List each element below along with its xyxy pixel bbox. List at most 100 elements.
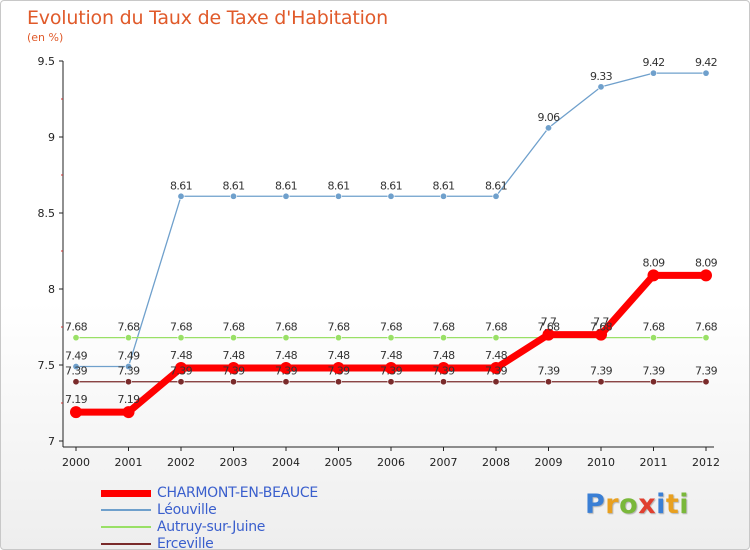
x-tick-label: 2008 [482, 456, 510, 469]
data-label: 7.39 [642, 365, 665, 378]
data-point [282, 378, 290, 386]
data-label: 7.48 [485, 349, 508, 362]
logo-letter: o [619, 489, 639, 520]
x-tick-label: 2009 [535, 456, 563, 469]
x-tick-label: 2002 [167, 456, 195, 469]
data-point [70, 406, 82, 419]
data-point [387, 378, 395, 386]
data-point [490, 362, 502, 375]
data-label: 7.68 [695, 321, 718, 334]
data-label: 7.49 [65, 350, 88, 363]
data-label: 8.61 [222, 179, 244, 192]
data-label: 7.68 [65, 321, 88, 334]
data-point [125, 363, 133, 371]
data-label: 8.61 [380, 179, 402, 192]
x-tick-label: 2003 [220, 456, 248, 469]
data-point [542, 328, 555, 341]
data-label: 8.61 [327, 179, 349, 192]
data-label: 8.61 [432, 179, 454, 192]
y-tick-label: 7 [48, 435, 55, 448]
x-tick-label: 2004 [272, 456, 300, 469]
data-point [544, 124, 552, 132]
data-labels: 7.19 7.197.48 7.48 7.48 7.48 7.48 7.48 7.487.7 7… [65, 56, 718, 406]
x-tick-label: 2001 [115, 456, 143, 469]
legend-swatch [101, 509, 151, 511]
data-point [647, 269, 660, 282]
data-point [387, 334, 395, 342]
y-tick-label: 7.5 [38, 359, 56, 372]
legend-label: Léouville [157, 502, 217, 518]
data-label: 7.39 [275, 365, 298, 378]
data-label: 7.19 [65, 393, 88, 406]
x-tick-label: 2000 [62, 456, 90, 469]
series-lines [70, 69, 712, 419]
x-tick-label: 2005 [325, 456, 353, 469]
data-point [437, 362, 450, 375]
data-label: 7.48 [222, 349, 245, 362]
data-point [387, 192, 395, 200]
data-point [177, 192, 185, 200]
data-label: 7.39 [170, 365, 193, 378]
data-label: 7.68 [432, 321, 455, 334]
data-point [282, 192, 290, 200]
data-point [702, 69, 710, 77]
legend-swatch [101, 543, 151, 545]
data-point [72, 378, 80, 386]
x-tick-label: 2011 [640, 456, 668, 469]
data-label: 7.68 [327, 321, 350, 334]
data-label: 7.68 [590, 321, 613, 334]
y-tick-label: 9 [48, 131, 55, 144]
data-label: 7.39 [695, 365, 718, 378]
data-point [649, 334, 657, 342]
logo-letter: i [679, 489, 690, 520]
data-label: 8.09 [695, 256, 718, 269]
logo-letter: x [638, 489, 657, 520]
data-point [649, 378, 657, 386]
data-label: 7.19 [117, 393, 140, 406]
data-label: 7.68 [275, 321, 298, 334]
data-label: 7.68 [485, 321, 508, 334]
x-tick-label: 2006 [377, 456, 405, 469]
data-label: 7.7 [541, 316, 557, 329]
data-label: 7.39 [222, 365, 245, 378]
data-point [334, 378, 342, 386]
data-label: 9.42 [695, 56, 717, 69]
chart-title: Evolution du Taux de Taxe d'Habitation [27, 7, 388, 29]
legend-swatch [101, 489, 151, 497]
data-label: 8.09 [642, 256, 665, 269]
data-label: 7.68 [537, 321, 560, 334]
x-tick-label: 2012 [692, 456, 720, 469]
data-label: 7.48 [275, 349, 298, 362]
data-point [334, 334, 342, 342]
data-label: 7.48 [380, 349, 403, 362]
legend-label: CHARMONT-EN-BEAUCE [157, 485, 318, 501]
data-point [230, 192, 238, 200]
data-label: 7.39 [327, 365, 350, 378]
data-point [334, 192, 342, 200]
data-point [492, 192, 500, 200]
data-point [439, 334, 447, 342]
data-point [597, 83, 605, 91]
data-point [492, 334, 500, 342]
data-point [332, 362, 345, 375]
logo-letter: t [665, 489, 680, 520]
data-label: 7.39 [432, 365, 455, 378]
data-point [177, 334, 185, 342]
data-point [439, 192, 447, 200]
data-label: 7.39 [117, 365, 140, 378]
data-point [125, 378, 133, 386]
chart-subtitle: (en %) [27, 31, 64, 44]
data-point [122, 406, 135, 419]
data-point [702, 378, 710, 386]
legend-swatch [101, 526, 151, 528]
data-label: 7.48 [432, 349, 455, 362]
data-label: 7.48 [170, 349, 193, 362]
y-tick-label: 8 [48, 283, 55, 296]
data-point [280, 362, 292, 375]
data-point [595, 328, 607, 341]
axes: 7 7.5 8 8.5 9 9.5 2000 2001 2002 2003 2004 2005 2006… [38, 55, 721, 469]
data-label: 9.33 [590, 70, 613, 83]
data-point [702, 334, 710, 342]
